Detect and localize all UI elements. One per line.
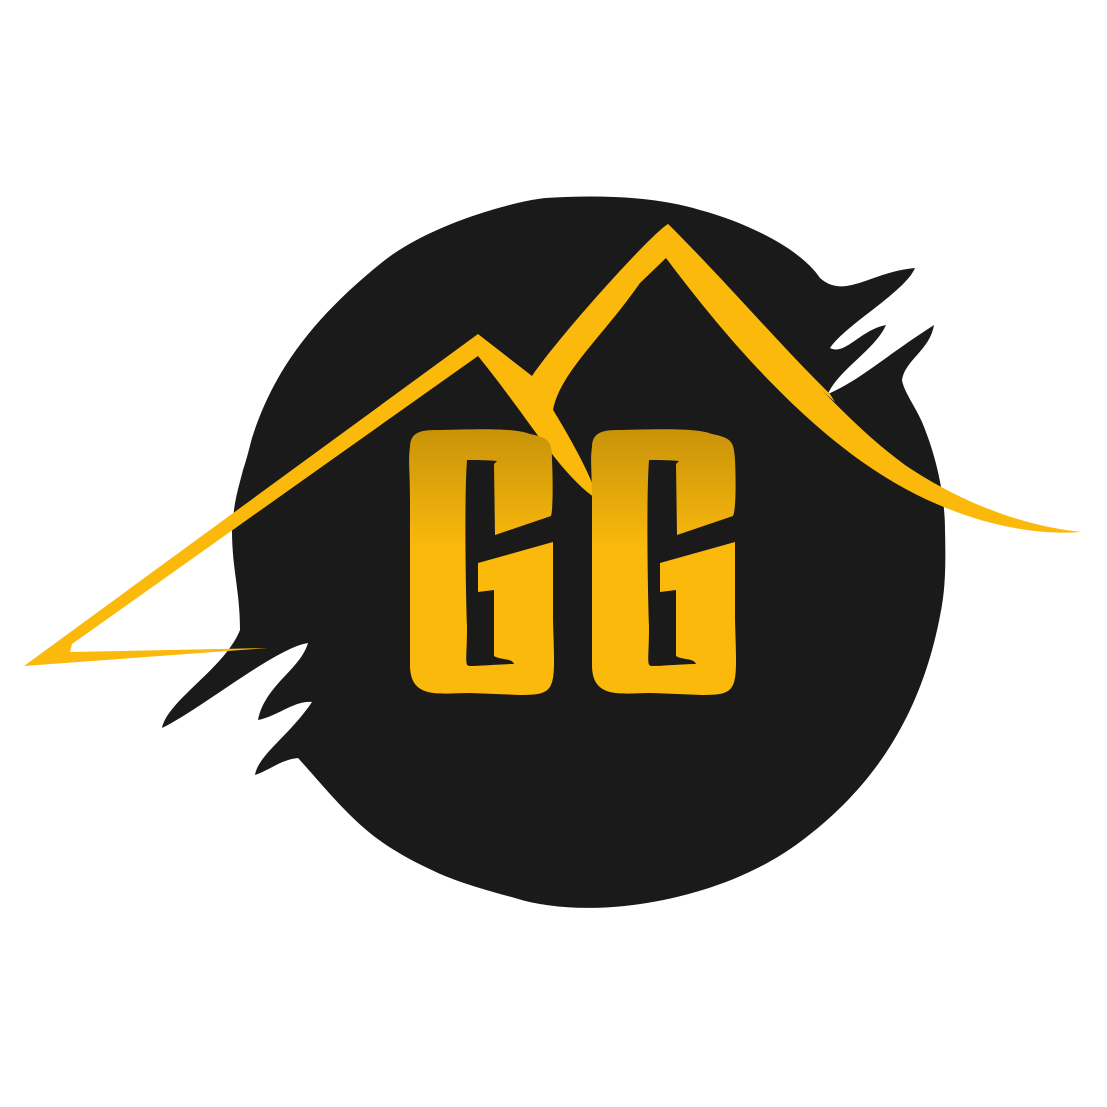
- splash-blob: [162, 196, 946, 908]
- logo-lettering: [409, 429, 737, 695]
- letter-g-first: [409, 429, 555, 695]
- roof-mountain-icon: [24, 224, 1082, 666]
- letter-g-second: [591, 429, 737, 695]
